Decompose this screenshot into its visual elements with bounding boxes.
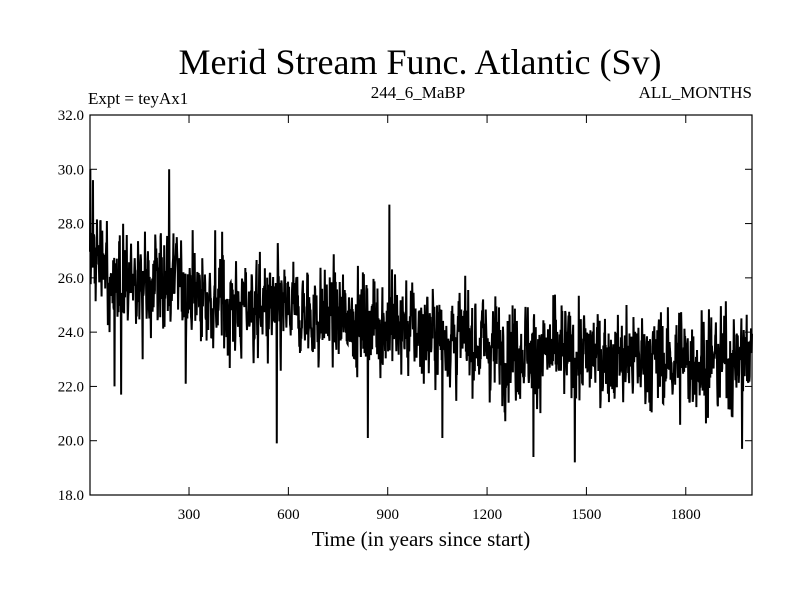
y-tick-label: 30.0: [58, 162, 84, 178]
series-line: [89, 169, 753, 463]
months-label: ALL_MONTHS: [639, 83, 752, 102]
x-tick-label: 300: [178, 507, 201, 523]
x-axis-label: Time (in years since start): [312, 527, 531, 551]
y-tick-label: 18.0: [58, 488, 84, 504]
plot-frame: [89, 114, 753, 496]
y-tick-label: 24.0: [58, 325, 84, 341]
experiment-label: Expt = teyAx1: [88, 89, 188, 108]
period-label: 244_6_MaBP: [371, 83, 465, 102]
chart-title: Merid Stream Func. Atlantic (Sv): [179, 42, 662, 82]
x-tick-label: 1200: [472, 507, 502, 523]
y-tick-label: 26.0: [58, 271, 84, 287]
y-tick-label: 22.0: [58, 379, 84, 395]
y-tick-label: 20.0: [58, 434, 84, 450]
x-axis: 300 600 900 1200 1500 1800: [178, 115, 701, 523]
x-tick-label: 1500: [571, 507, 601, 523]
x-tick-label: 1800: [671, 507, 701, 523]
y-axis: 18.0 20.0 22.0 24.0 26.0 28.0 30.0 32.0: [58, 108, 752, 504]
x-tick-label: 900: [376, 507, 399, 523]
x-tick-label: 600: [277, 507, 300, 523]
y-tick-label: 28.0: [58, 217, 84, 233]
y-tick-label: 32.0: [58, 108, 84, 124]
